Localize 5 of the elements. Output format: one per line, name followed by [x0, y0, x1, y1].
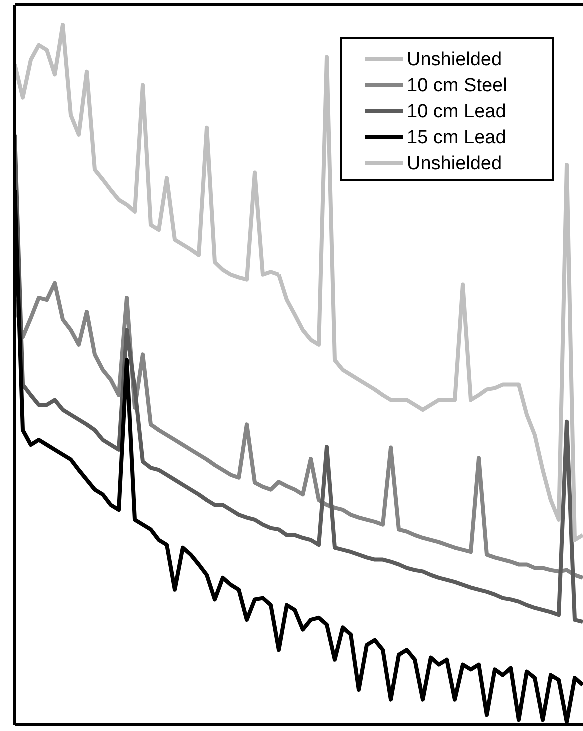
legend-label: Unshielded [407, 154, 502, 175]
legend-label: 10 cm Lead [407, 102, 506, 123]
legend-label: Unshielded [407, 50, 502, 71]
legend-label: 15 cm Lead [407, 128, 506, 149]
legend-label: 10 cm Steel [407, 76, 508, 97]
